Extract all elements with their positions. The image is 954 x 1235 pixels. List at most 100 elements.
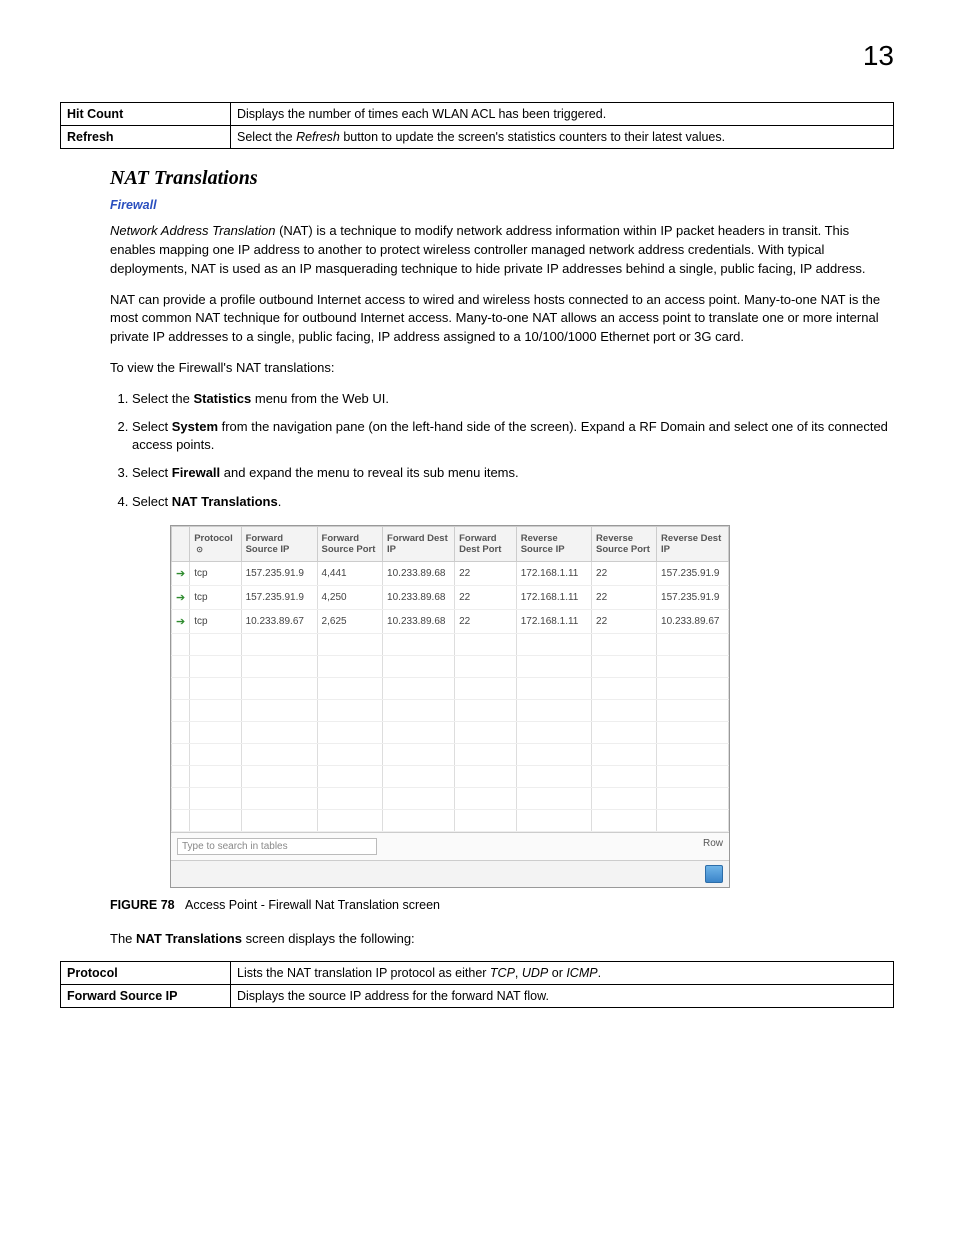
cell: 172.168.1.11 [516,585,591,609]
table-row-empty [172,765,729,787]
text: Select [132,494,172,509]
col-header[interactable]: Protocol ⊙ [190,526,241,561]
table-row: Refresh Select the Refresh button to upd… [61,126,894,149]
text: or [548,966,566,980]
term-cell: Refresh [61,126,231,149]
refresh-button[interactable] [705,865,723,883]
text-em: UDP [522,966,548,980]
expand-icon[interactable]: ➔ [172,561,190,585]
table-row[interactable]: ➔tcp157.235.91.94,25010.233.89.6822172.1… [172,585,729,609]
text-em: Refresh [296,130,340,144]
expand-icon[interactable]: ➔ [172,585,190,609]
nat-screenshot: Protocol ⊙Forward Source IPForward Sourc… [170,525,730,888]
col-header[interactable]: Forward Source IP [241,526,317,561]
col-header[interactable]: Reverse Source IP [516,526,591,561]
col-header[interactable]: Reverse Dest IP [657,526,729,561]
paragraph: NAT can provide a profile outbound Inter… [110,291,894,348]
cell: 4,441 [317,561,383,585]
col-header[interactable]: Reverse Source Port [592,526,657,561]
desc-cell: Lists the NAT translation IP protocol as… [231,961,894,984]
subhead-firewall: Firewall [110,198,894,212]
text: . [598,966,601,980]
col-header[interactable]: Forward Dest Port [455,526,517,561]
paragraph: Network Address Translation (NAT) is a t… [110,222,894,279]
figure-label: FIGURE 78 [110,898,175,912]
cell: tcp [190,561,241,585]
table-row: Forward Source IP Displays the source IP… [61,984,894,1007]
cell: 22 [592,585,657,609]
cell: 22 [592,561,657,585]
col-header[interactable]: Forward Source Port [317,526,383,561]
table-footer-buttons [171,860,729,887]
table-footer-search: Type to search in tables Row [171,832,729,860]
text: screen displays the following: [242,931,415,946]
paragraph: The NAT Translations screen displays the… [110,930,894,949]
list-item: Select System from the navigation pane (… [132,418,894,454]
list-item: Select the Statistics menu from the Web … [132,390,894,408]
text: menu from the Web UI. [251,391,389,406]
table-row-empty [172,721,729,743]
text: Select the [237,130,296,144]
top-definitions-table: Hit Count Displays the number of times e… [60,102,894,149]
table-row-empty [172,809,729,831]
section-title: NAT Translations [110,167,894,190]
sort-icon: ⊙ [196,545,203,554]
cell: tcp [190,609,241,633]
text: from the navigation pane (on the left-ha… [132,419,888,452]
col-header[interactable]: Forward Dest IP [383,526,455,561]
text-bold: Statistics [193,391,251,406]
table-row: Hit Count Displays the number of times e… [61,103,894,126]
cell: 22 [455,561,517,585]
term-cell: Forward Source IP [61,984,231,1007]
text-em: TCP [490,966,515,980]
text: The [110,931,136,946]
expand-icon[interactable]: ➔ [172,609,190,633]
paragraph: To view the Firewall's NAT translations: [110,359,894,378]
list-item: Select NAT Translations. [132,493,894,511]
cell: 157.235.91.9 [657,561,729,585]
cell: 10.233.89.68 [383,585,455,609]
cell: 4,250 [317,585,383,609]
search-input[interactable]: Type to search in tables [177,838,377,855]
table-row[interactable]: ➔tcp10.233.89.672,62510.233.89.6822172.1… [172,609,729,633]
cell: 22 [592,609,657,633]
desc-cell: Displays the number of times each WLAN A… [231,103,894,126]
text-bold: System [172,419,218,434]
cell: 22 [455,609,517,633]
text: and expand the menu to reveal its sub me… [220,465,518,480]
text: Select [132,419,172,434]
cell: 10.233.89.67 [657,609,729,633]
table-header-row: Protocol ⊙Forward Source IPForward Sourc… [172,526,729,561]
figure-caption: FIGURE 78 Access Point - Firewall Nat Tr… [110,896,894,914]
list-item: Select Firewall and expand the menu to r… [132,464,894,482]
steps-list: Select the Statistics menu from the Web … [110,390,894,511]
cell: 157.235.91.9 [241,561,317,585]
text: button to update the screen's statistics… [340,130,725,144]
text-em: Network Address Translation [110,223,275,238]
bottom-definitions-table: Protocol Lists the NAT translation IP pr… [60,961,894,1008]
table-row: Protocol Lists the NAT translation IP pr… [61,961,894,984]
cell: 157.235.91.9 [241,585,317,609]
table-row-empty [172,699,729,721]
cell: 10.233.89.68 [383,609,455,633]
table-row-empty [172,633,729,655]
cell: 157.235.91.9 [657,585,729,609]
desc-cell: Select the Refresh button to update the … [231,126,894,149]
text: Select the [132,391,193,406]
nat-data-table: Protocol ⊙Forward Source IPForward Sourc… [171,526,729,832]
table-row[interactable]: ➔tcp157.235.91.94,44110.233.89.6822172.1… [172,561,729,585]
cell: 172.168.1.11 [516,609,591,633]
text-bold: Firewall [172,465,220,480]
row-label: Row [703,838,723,855]
table-row-empty [172,743,729,765]
term-cell: Protocol [61,961,231,984]
cell: 2,625 [317,609,383,633]
table-row-empty [172,787,729,809]
col-arrow[interactable] [172,526,190,561]
text: . [278,494,282,509]
text: Lists the NAT translation IP protocol as… [237,966,490,980]
table-row-empty [172,677,729,699]
term-cell: Hit Count [61,103,231,126]
text: Select [132,465,172,480]
cell: 10.233.89.68 [383,561,455,585]
